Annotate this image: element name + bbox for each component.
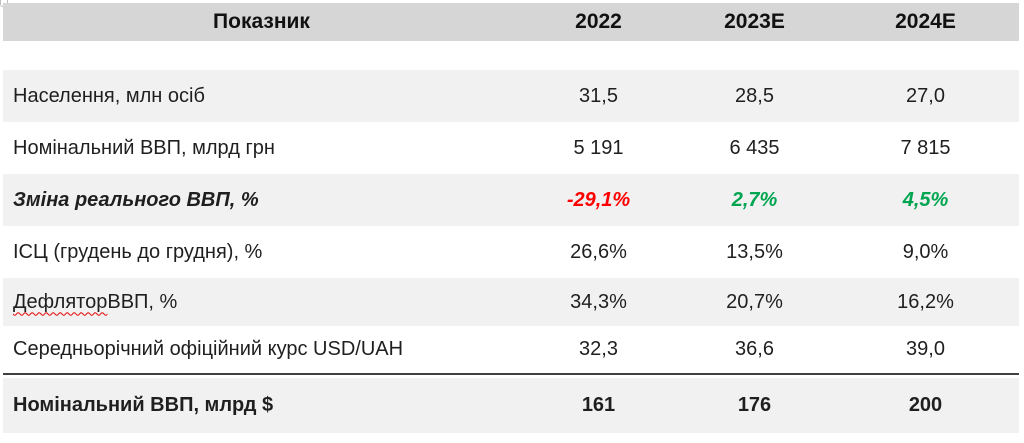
cell-usd-uah-rate-label: Середньорічний офіційний курс USD/UAH	[13, 338, 404, 360]
cell-nominal-gdp-uah-label: Номінальний ВВП, млрд грн	[13, 136, 275, 159]
cell-nominal-gdp-uah-2024e: 7 815	[900, 136, 951, 159]
cell-population-2023e: 28,5	[735, 84, 774, 107]
cell-usd-uah-rate-2023e: 36,6	[735, 338, 774, 360]
table-row-nominal-gdp-uah: Номінальний ВВП, млрд грн 5 191 6 435 7 …	[3, 122, 1019, 174]
table-row-cpi: ІСЦ (грудень до грудня), % 26,6% 13,5% 9…	[3, 226, 1019, 278]
cell-cpi-2023e: 13,5%	[726, 240, 783, 263]
header-2023e: 2023E	[724, 10, 785, 33]
header-2022: 2022	[575, 10, 622, 33]
cell-usd-uah-rate-2022: 32,3	[579, 338, 618, 360]
table-row-real-gdp-change: Зміна реального ВВП, % -29,1% 2,7% 4,5%	[3, 174, 1019, 226]
cell-nominal-gdp-usd-2022: 161	[581, 394, 616, 416]
cell-nominal-gdp-uah-2022: 5 191	[573, 136, 624, 159]
macro-indicators-table: Показник 2022 2023E 2024E Населення, млн…	[3, 3, 1019, 433]
cell-real-gdp-change-2022: -29,1%	[566, 188, 631, 211]
misspelled-word: Дефлятор	[13, 290, 108, 313]
cell-nominal-gdp-uah-2023e: 6 435	[729, 136, 780, 159]
table-header-row: Показник 2022 2023E 2024E	[3, 3, 1019, 41]
cell-gdp-deflator-label: Дефлятор ВВП, %	[3, 291, 520, 314]
cell-usd-uah-rate-2024e: 39,0	[906, 338, 945, 360]
header-indicator: Показник	[213, 10, 310, 33]
cell-gdp-deflator-2024e: 16,2%	[897, 290, 954, 313]
header-2024e: 2024E	[895, 10, 956, 33]
cell-real-gdp-change-label: Зміна реального ВВП, %	[13, 188, 259, 211]
table-row-gdp-deflator: Дефлятор ВВП, % 34,3% 20,7% 16,2%	[3, 278, 1019, 326]
cell-nominal-gdp-usd-label: Номінальний ВВП, млрд $	[13, 394, 274, 416]
cell-cpi-2024e: 9,0%	[902, 240, 949, 263]
table-row-usd-uah-rate: Середньорічний офіційний курс USD/UAH 32…	[3, 326, 1019, 373]
cell-nominal-gdp-usd-2023e: 176	[737, 394, 772, 416]
cell-nominal-gdp-usd-2024e: 200	[908, 394, 943, 416]
cell-population-2022: 31,5	[579, 84, 618, 107]
table-row-nominal-gdp-usd: Номінальний ВВП, млрд $ 161 176 200	[3, 378, 1019, 433]
cell-real-gdp-change-2023e: 2,7%	[731, 188, 778, 211]
cell-gdp-deflator-2022: 34,3%	[570, 290, 627, 313]
table-row-population: Населення, млн осіб 31,5 28,5 27,0	[3, 70, 1019, 122]
cell-population-label: Населення, млн осіб	[13, 84, 205, 107]
cell-gdp-deflator-2023e: 20,7%	[726, 290, 783, 313]
header-gap	[3, 41, 1019, 70]
cell-cpi-label: ІСЦ (грудень до грудня), %	[13, 240, 263, 263]
cell-population-2024e: 27,0	[906, 84, 945, 107]
cell-real-gdp-change-2024e: 4,5%	[902, 188, 949, 211]
cell-cpi-2022: 26,6%	[570, 240, 627, 263]
total-row-divider-gap	[3, 375, 1019, 378]
cell-gdp-deflator-label-rest: ВВП, %	[107, 290, 178, 313]
total-row-divider	[3, 373, 1019, 375]
